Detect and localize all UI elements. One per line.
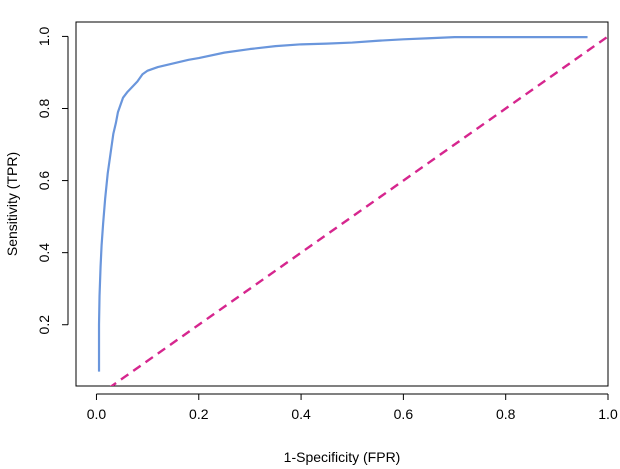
x-tick-label: 0.6	[394, 406, 414, 422]
series-layer	[97, 35, 608, 386]
x-tick-label: 0.8	[496, 406, 516, 422]
y-tick-label: 0.8	[36, 99, 52, 119]
y-tick-label: 0.6	[36, 171, 52, 191]
y-tick-label: 0.2	[36, 315, 52, 335]
y-tick-label: 0.4	[36, 243, 52, 263]
x-tick-label: 0.0	[87, 406, 107, 422]
x-axis: 0.0 0.2 0.4 0.6 0.8 1.0	[87, 393, 618, 422]
reference-diagonal-line	[109, 35, 608, 386]
x-tick-label: 1.0	[598, 406, 618, 422]
plot-area-frame	[75, 21, 609, 387]
y-axis-label: Sensitivity (TPR)	[4, 152, 20, 256]
y-tick-label: 1.0	[36, 26, 52, 46]
x-axis-label: 1-Specificity (FPR)	[284, 449, 401, 465]
y-axis: 0.2 0.4 0.6 0.8 1.0	[36, 26, 69, 335]
x-tick-label: 0.4	[291, 406, 311, 422]
x-tick-label: 0.2	[189, 406, 209, 422]
roc-curve-line	[97, 36, 588, 372]
